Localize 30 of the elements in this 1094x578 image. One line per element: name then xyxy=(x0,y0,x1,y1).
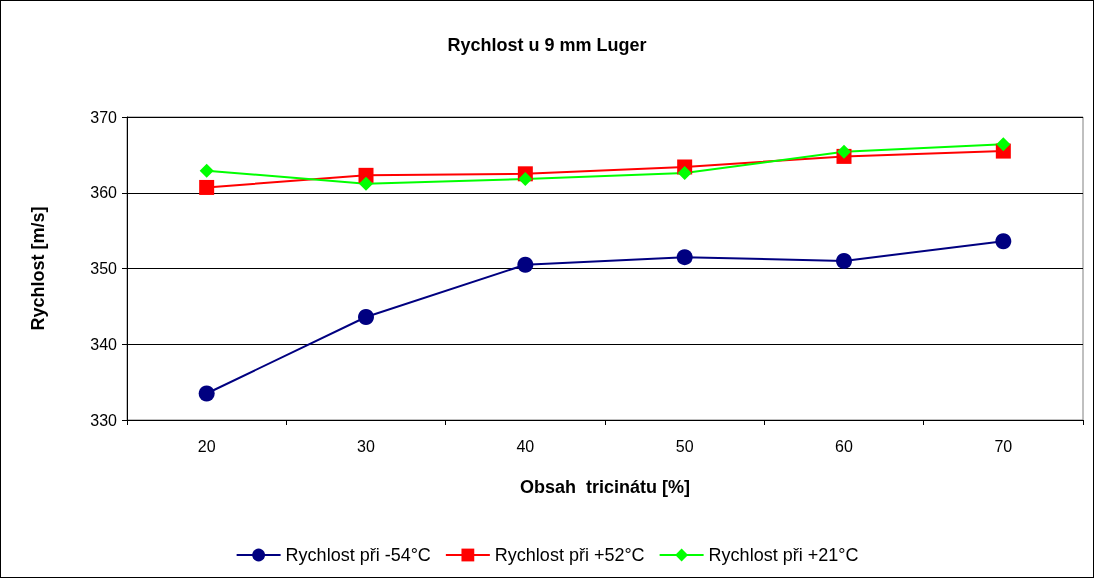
y-tick-label: 360 xyxy=(90,184,118,202)
point xyxy=(199,163,214,178)
point xyxy=(995,233,1012,250)
point xyxy=(996,137,1011,152)
x-tick-label: 70 xyxy=(994,437,1013,455)
legend-label: Rychlost při -54°C xyxy=(285,545,431,565)
x-tick-label: 60 xyxy=(835,437,853,455)
point xyxy=(198,385,215,402)
point xyxy=(358,308,374,325)
point xyxy=(518,172,533,187)
x-tick-label: 40 xyxy=(516,437,535,455)
point xyxy=(677,166,692,181)
point xyxy=(676,249,693,266)
y-axis-title: Rychlost [m/s] xyxy=(28,206,48,331)
point xyxy=(837,144,851,159)
y-tick-label: 370 xyxy=(90,108,118,126)
point xyxy=(359,176,373,191)
chart-title: Rychlost u 9 mm Luger xyxy=(447,35,647,55)
legend-label: Rychlost při +21°C xyxy=(708,545,859,565)
x-tick-label: 50 xyxy=(675,437,694,455)
y-tick-label: 350 xyxy=(90,260,118,277)
point xyxy=(517,256,534,273)
y-tick-label: 340 xyxy=(90,335,118,353)
legend-label: Rychlost při +52°C xyxy=(494,545,645,565)
point xyxy=(836,252,852,269)
x-tick-label: 20 xyxy=(197,437,216,455)
point xyxy=(199,179,215,195)
x-tick-label: 30 xyxy=(357,437,375,455)
y-tick-label: 330 xyxy=(90,411,118,429)
x-axis-title: Obsah tricinátu [%] xyxy=(519,477,691,497)
